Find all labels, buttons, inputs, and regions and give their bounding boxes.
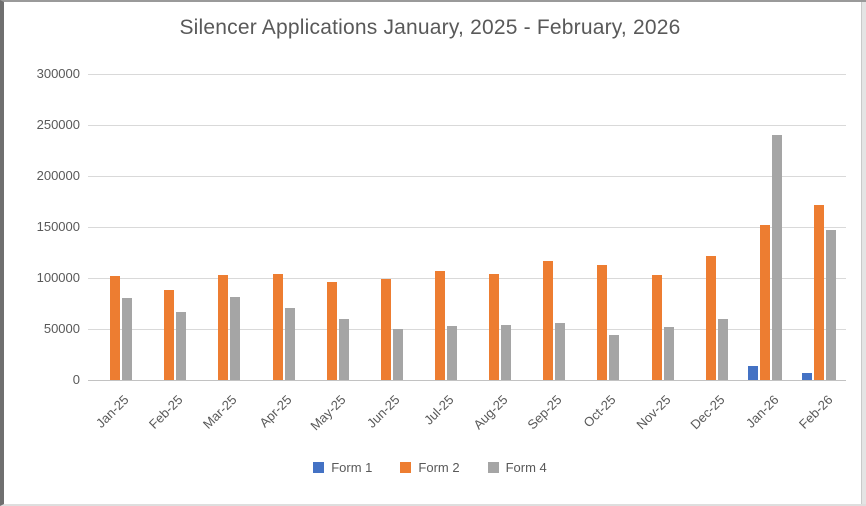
x-axis-line (88, 380, 846, 381)
x-axis-label: Feb-26 (795, 392, 836, 432)
bar-form-2-jun-25 (381, 279, 391, 380)
bar-form-4-jan-25 (122, 298, 132, 380)
x-axis-label: Jan-25 (92, 392, 132, 431)
x-axis-label: May-25 (307, 392, 349, 434)
bar-form-2-jul-25 (435, 271, 445, 380)
bar-form-1-feb-26 (802, 373, 812, 380)
legend-swatch-icon (400, 462, 412, 473)
window-right-edge (861, 2, 866, 504)
bar-form-4-dec-25 (718, 319, 728, 380)
bar-form-2-mar-25 (218, 275, 228, 380)
x-axis-label: Nov-25 (633, 392, 674, 433)
bar-form-4-apr-25 (285, 308, 295, 380)
bar-form-4-feb-25 (176, 312, 186, 380)
bar-form-4-jun-25 (393, 329, 403, 380)
legend-label: Form 4 (505, 460, 547, 475)
bar-form-4-mar-25 (230, 297, 240, 380)
bar-form-2-may-25 (327, 282, 337, 380)
x-axis-label: Oct-25 (580, 392, 619, 431)
y-tick-label: 200000 (36, 168, 80, 183)
x-axis-label: Jun-25 (363, 392, 403, 431)
y-tick-label: 300000 (36, 66, 80, 81)
bar-form-4-feb-26 (826, 230, 836, 380)
y-tick-label: 0 (72, 372, 80, 387)
bar-form-4-jul-25 (447, 326, 457, 380)
bar-form-2-apr-25 (273, 274, 283, 380)
x-axis-label: Aug-25 (470, 392, 511, 433)
bar-form-2-oct-25 (597, 265, 607, 380)
y-tick-label: 50000 (43, 321, 80, 336)
gridline (88, 278, 846, 279)
bar-form-2-jan-25 (110, 276, 120, 380)
bar-form-4-aug-25 (501, 325, 511, 380)
x-axis-label: Feb-25 (145, 392, 186, 432)
bar-form-4-may-25 (339, 319, 349, 380)
x-axis-label: Sep-25 (524, 392, 565, 433)
bar-form-2-dec-25 (706, 256, 716, 380)
legend-item-form-1: Form 1 (313, 460, 372, 475)
gridline (88, 227, 846, 228)
gridline (88, 125, 846, 126)
bar-form-2-sep-25 (543, 261, 553, 380)
x-axis-label: Apr-25 (256, 392, 295, 431)
bar-form-4-nov-25 (664, 327, 674, 380)
legend-label: Form 1 (331, 460, 373, 475)
legend-label: Form 2 (418, 460, 460, 475)
x-axis-label: Mar-25 (199, 392, 240, 432)
legend: Form 1 Form 2 Form 4 (4, 460, 856, 475)
bar-form-2-feb-26 (814, 205, 824, 380)
x-axis-label: Dec-25 (687, 392, 728, 433)
gridline (88, 176, 846, 177)
y-tick-label: 250000 (36, 117, 80, 132)
bar-form-4-jan-26 (772, 135, 782, 380)
legend-item-form-2: Form 2 (400, 460, 460, 475)
bar-form-2-aug-25 (489, 274, 499, 380)
gridline (88, 74, 846, 75)
legend-swatch-icon (313, 462, 325, 473)
y-tick-label: 150000 (36, 219, 80, 234)
chart-title: Silencer Applications January, 2025 - Fe… (179, 16, 681, 39)
legend-swatch-icon (487, 462, 499, 473)
x-axis-label: Jul-25 (420, 392, 457, 428)
bar-form-2-feb-25 (164, 290, 174, 380)
bar-form-4-sep-25 (555, 323, 565, 380)
bar-form-1-jan-26 (748, 366, 758, 380)
gridline (88, 329, 846, 330)
x-axis-label: Jan-26 (742, 392, 782, 431)
bar-form-2-nov-25 (652, 275, 662, 380)
legend-item-form-4: Form 4 (487, 460, 547, 475)
bar-form-4-oct-25 (609, 335, 619, 380)
y-tick-label: 100000 (36, 270, 80, 285)
bar-form-2-jan-26 (760, 225, 770, 380)
